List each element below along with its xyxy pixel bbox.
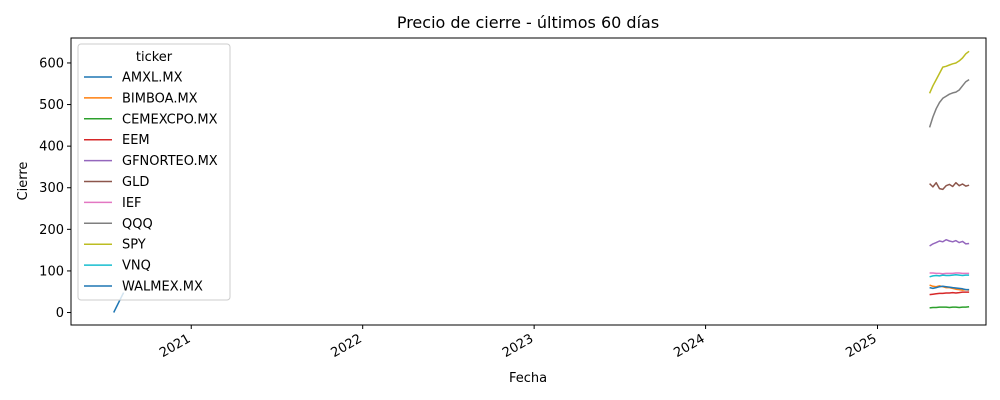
x-tick-label: 2024 <box>671 331 707 361</box>
series-line-qqq <box>928 78 970 128</box>
series-line-eem <box>929 291 970 296</box>
y-axis: 0 100 200 300 400 500 600 <box>39 56 71 321</box>
series-line-cemexcpo-mx <box>929 305 970 309</box>
x-axis: 2021 2022 2023 2024 2025 <box>157 325 879 361</box>
x-tick-label: 2021 <box>157 331 193 361</box>
legend-entry-label: WALMEX.MX <box>122 280 203 295</box>
legend-box <box>77 43 231 301</box>
y-tick-label: 300 <box>39 181 64 196</box>
legend-entry-label: CEMEXCPO.MX <box>122 112 218 127</box>
series-line-ief <box>929 272 970 275</box>
x-tick-label: 2023 <box>500 331 536 361</box>
series-line-gfnorteo-mx <box>929 238 970 247</box>
legend-entry-label: AMXL.MX <box>122 71 183 86</box>
y-tick-label: 400 <box>39 140 64 155</box>
legend-entry-label: BIMBOA.MX <box>122 91 198 106</box>
x-tick-label: 2025 <box>843 331 879 361</box>
y-tick-label: 200 <box>39 223 64 238</box>
y-tick-label: 0 <box>56 306 64 321</box>
series-line-vnq <box>929 273 970 278</box>
series-line-walmex-mx <box>929 285 970 291</box>
legend-entry-label: EEM <box>122 133 150 148</box>
y-tick-label: 600 <box>39 56 64 71</box>
chart-title: Precio de cierre - últimos 60 días <box>397 13 659 32</box>
legend-entry-label: VNQ <box>122 259 151 274</box>
x-tick-label: 2022 <box>329 331 365 361</box>
x-axis-label: Fecha <box>509 371 547 386</box>
legend-entry-label: SPY <box>122 238 146 253</box>
legend-entry-label: GLD <box>122 175 149 190</box>
legend-title: ticker <box>136 50 173 65</box>
legend-entry-label: IEF <box>122 196 142 211</box>
y-tick-label: 500 <box>39 98 64 113</box>
series-line-gld <box>929 181 970 191</box>
plot-area <box>70 37 987 326</box>
series-line-spy <box>928 50 970 94</box>
legend-entry-label: QQQ <box>122 217 153 232</box>
plot-frame <box>70 37 987 326</box>
y-tick-label: 100 <box>39 264 64 279</box>
legend-entry-label: GFNORTEO.MX <box>122 154 218 169</box>
y-axis-label: Cierre <box>16 162 31 201</box>
legend: ticker AMXL.MX BIMBOA.MX CEMEXCPO.MX EEM GFN… <box>77 43 231 301</box>
series-layer <box>113 50 970 313</box>
